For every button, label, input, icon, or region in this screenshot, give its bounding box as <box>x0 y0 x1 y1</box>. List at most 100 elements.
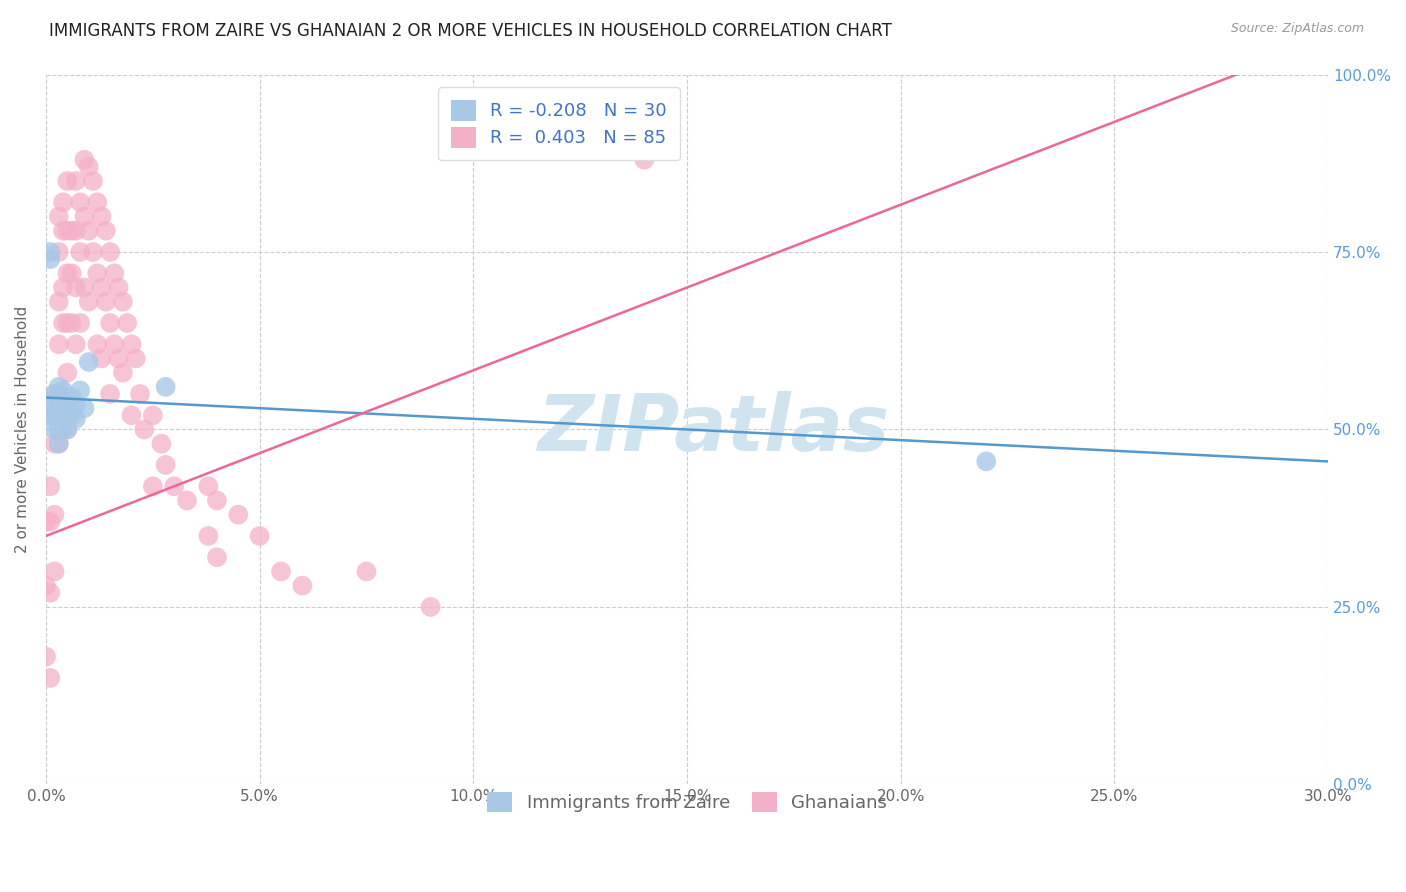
Point <box>974 454 997 468</box>
Point <box>82 174 104 188</box>
Point <box>155 458 177 472</box>
Point <box>52 195 75 210</box>
Point <box>176 493 198 508</box>
Point <box>142 479 165 493</box>
Point <box>86 337 108 351</box>
Point <box>633 153 655 167</box>
Point <box>39 479 62 493</box>
Point <box>86 195 108 210</box>
Point <box>77 224 100 238</box>
Point <box>48 412 70 426</box>
Legend: Immigrants from Zaire, Ghanaians: Immigrants from Zaire, Ghanaians <box>474 779 900 825</box>
Point <box>39 515 62 529</box>
Point <box>69 316 91 330</box>
Point <box>44 508 66 522</box>
Point <box>52 401 75 416</box>
Point <box>48 387 70 401</box>
Point <box>120 337 142 351</box>
Point <box>56 422 79 436</box>
Point <box>65 224 87 238</box>
Point <box>60 409 83 423</box>
Point <box>44 387 66 401</box>
Point <box>205 550 228 565</box>
Point <box>56 422 79 436</box>
Point <box>39 245 62 260</box>
Point <box>94 224 117 238</box>
Point <box>56 266 79 280</box>
Point <box>52 422 75 436</box>
Point <box>77 160 100 174</box>
Point <box>226 508 249 522</box>
Point <box>44 409 66 423</box>
Point <box>129 387 152 401</box>
Point <box>65 337 87 351</box>
Point <box>69 245 91 260</box>
Point <box>73 153 96 167</box>
Point <box>48 422 70 436</box>
Point <box>94 294 117 309</box>
Point <box>155 380 177 394</box>
Point <box>39 252 62 266</box>
Point <box>60 391 83 405</box>
Point <box>90 351 112 366</box>
Point <box>56 409 79 423</box>
Point <box>65 174 87 188</box>
Point <box>48 337 70 351</box>
Point <box>249 529 271 543</box>
Point <box>65 280 87 294</box>
Point <box>86 266 108 280</box>
Y-axis label: 2 or more Vehicles in Household: 2 or more Vehicles in Household <box>15 306 30 553</box>
Point <box>52 224 75 238</box>
Point <box>107 280 129 294</box>
Point <box>111 294 134 309</box>
Point <box>82 245 104 260</box>
Text: ZIPatlas: ZIPatlas <box>537 392 889 467</box>
Point <box>125 351 148 366</box>
Point <box>60 224 83 238</box>
Point <box>291 579 314 593</box>
Point <box>44 401 66 416</box>
Point <box>56 224 79 238</box>
Point <box>356 565 378 579</box>
Point <box>35 579 58 593</box>
Point <box>142 409 165 423</box>
Point <box>48 380 70 394</box>
Point <box>197 529 219 543</box>
Point <box>35 401 58 416</box>
Point <box>98 245 121 260</box>
Point <box>48 245 70 260</box>
Point <box>103 337 125 351</box>
Point <box>115 316 138 330</box>
Point <box>48 401 70 416</box>
Point <box>44 565 66 579</box>
Point <box>48 436 70 450</box>
Point <box>419 599 441 614</box>
Point <box>56 398 79 412</box>
Point <box>120 409 142 423</box>
Point <box>69 384 91 398</box>
Text: IMMIGRANTS FROM ZAIRE VS GHANAIAN 2 OR MORE VEHICLES IN HOUSEHOLD CORRELATION CH: IMMIGRANTS FROM ZAIRE VS GHANAIAN 2 OR M… <box>49 22 891 40</box>
Point <box>44 436 66 450</box>
Point <box>48 387 70 401</box>
Point <box>48 436 70 450</box>
Point <box>111 366 134 380</box>
Point <box>39 671 62 685</box>
Point <box>52 280 75 294</box>
Point <box>44 387 66 401</box>
Point <box>48 210 70 224</box>
Point <box>197 479 219 493</box>
Point <box>77 294 100 309</box>
Point <box>205 493 228 508</box>
Point <box>65 398 87 412</box>
Point <box>60 266 83 280</box>
Point <box>98 316 121 330</box>
Point <box>270 565 292 579</box>
Point <box>56 366 79 380</box>
Point <box>150 436 173 450</box>
Point <box>103 266 125 280</box>
Point <box>73 401 96 416</box>
Point <box>44 422 66 436</box>
Point <box>90 210 112 224</box>
Point <box>52 398 75 412</box>
Point <box>163 479 186 493</box>
